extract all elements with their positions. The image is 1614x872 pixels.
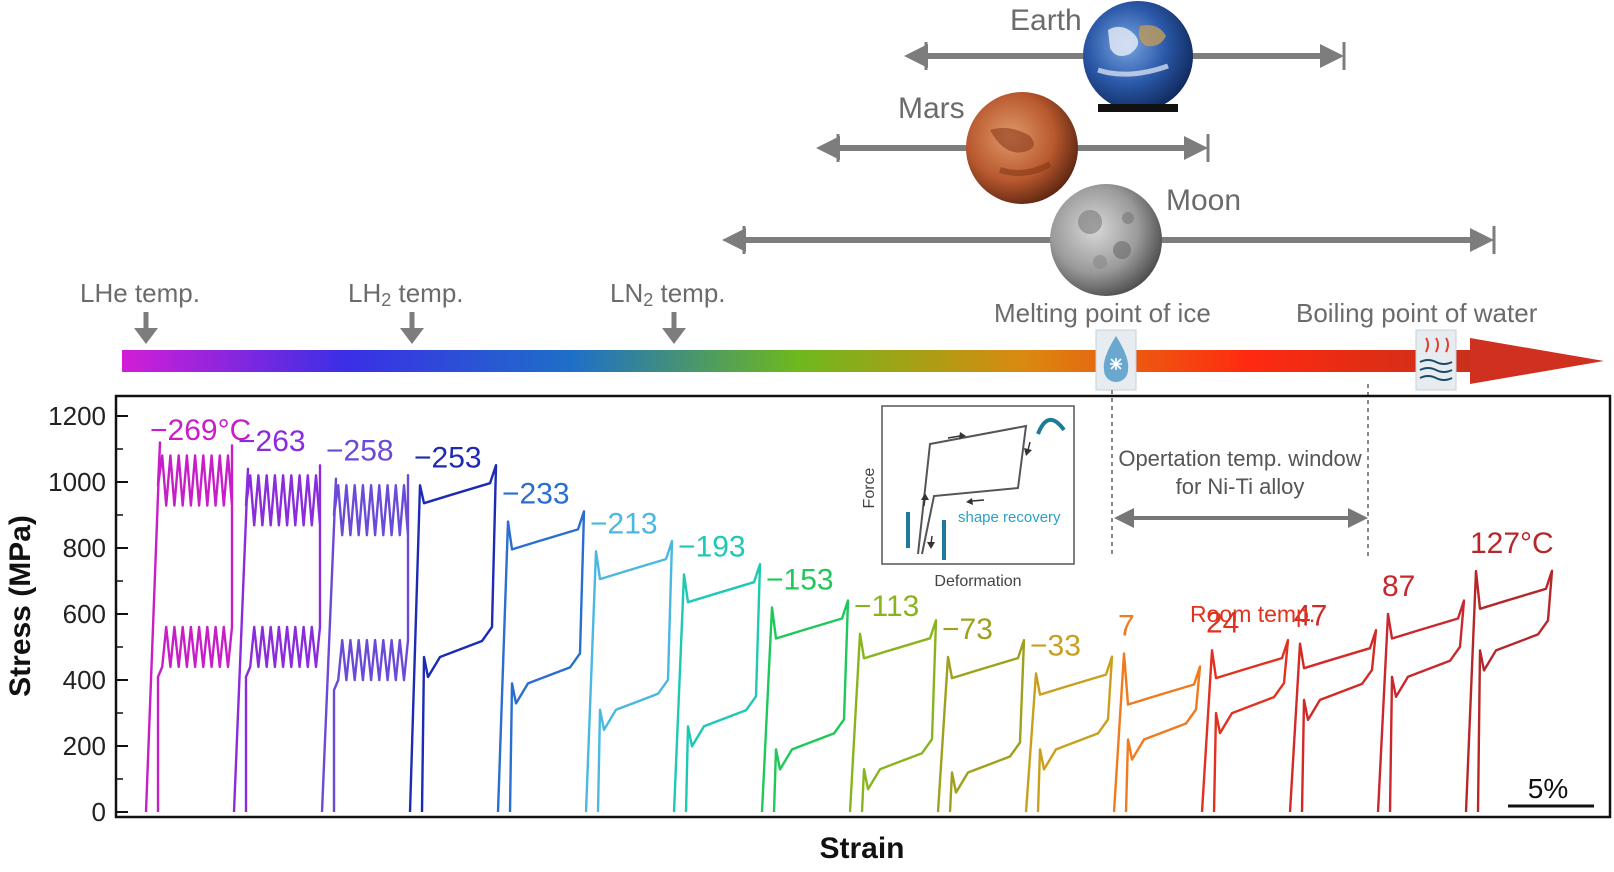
series-curve [1200, 638, 1290, 813]
earth-label: Earth [1010, 4, 1082, 37]
ln2-label: LN2 temp. [610, 278, 726, 310]
series-curve [584, 539, 674, 813]
inset-xlabel: Deformation [934, 573, 1021, 590]
boiling-water-icon [1415, 329, 1457, 391]
series-label: −193 [678, 530, 746, 563]
y-tick-label: 400 [63, 665, 106, 695]
series-curve [408, 464, 498, 813]
series-label: −269°C [150, 414, 251, 447]
window-label-2: for Ni-Ti alloy [1176, 474, 1305, 499]
series-label: −33 [1030, 629, 1081, 662]
series-label: 47 [1294, 600, 1327, 633]
boiling-label: Boiling point of water [1296, 298, 1538, 328]
series-curve [144, 441, 234, 813]
y-axis: 0 200 400 600 800 1000 1200 [48, 401, 128, 827]
series-label: −73 [942, 613, 993, 646]
earth-icon [1083, 1, 1193, 112]
series-curve [672, 563, 762, 813]
window-arrow [1114, 508, 1368, 528]
scale-bar-label: 5% [1528, 773, 1568, 804]
series-label: −258 [326, 435, 394, 468]
lh2-label: LH2 temp. [348, 278, 464, 310]
series-label: 24 [1206, 606, 1239, 639]
series-curve [1376, 599, 1466, 813]
temperature-arrow [122, 338, 1604, 384]
y-tick-label: 600 [63, 599, 106, 629]
moon-icon [1050, 184, 1162, 296]
mars-icon [966, 92, 1078, 204]
y-axis-label: Stress (MPa) [4, 515, 37, 697]
x-axis-label: Strain [819, 832, 904, 865]
y-tick-label: 0 [92, 797, 106, 827]
lhe-label: LHe temp. [80, 278, 200, 308]
plot-frame [114, 394, 1612, 819]
moon-label: Moon [1166, 184, 1241, 217]
lh2-marker: LH2 temp. [348, 278, 464, 344]
series-curve [1112, 652, 1202, 813]
series-label: 127°C [1470, 527, 1554, 560]
series-curve [320, 474, 410, 813]
room-temp-label: Room temp. [1190, 601, 1315, 627]
ln2-marker: LN2 temp. [610, 278, 726, 344]
series-curve [1024, 655, 1114, 813]
series-curve [496, 510, 586, 813]
stress-strain-curves [144, 441, 1554, 813]
series-label: −263 [238, 425, 306, 458]
y-tick-label: 800 [63, 533, 106, 563]
series-label: 87 [1382, 570, 1415, 603]
inset: shape recovery Deformation Force [861, 405, 1075, 590]
series-curve [232, 464, 322, 813]
series-curve [1288, 629, 1378, 813]
inset-annotation: shape recovery [958, 509, 1061, 526]
series-curve [848, 619, 938, 813]
series-label: −233 [502, 478, 570, 511]
series-label: −113 [854, 590, 919, 623]
inset-ylabel: Force [861, 467, 878, 508]
ice-drop-icon [1095, 329, 1137, 391]
y-tick-label: 1200 [48, 401, 106, 431]
y-tick-label: 200 [63, 731, 106, 761]
lhe-marker: LHe temp. [80, 278, 200, 344]
series-label: −253 [414, 441, 482, 474]
series-label: 7 [1118, 610, 1135, 643]
mars-label: Mars [898, 92, 965, 125]
melting-label: Melting point of ice [994, 298, 1211, 328]
y-tick-label: 1000 [48, 467, 106, 497]
temperature-labels: −269°C−263 −258 −253 −233 −213 −193 −153 −113 −7… [150, 414, 1554, 662]
series-curve [760, 599, 850, 813]
window-label-1: Opertation temp. window [1118, 446, 1361, 471]
series-label: −213 [590, 507, 658, 540]
series-curve [1464, 569, 1554, 813]
series-label: −153 [766, 563, 834, 596]
series-curve [936, 638, 1026, 813]
